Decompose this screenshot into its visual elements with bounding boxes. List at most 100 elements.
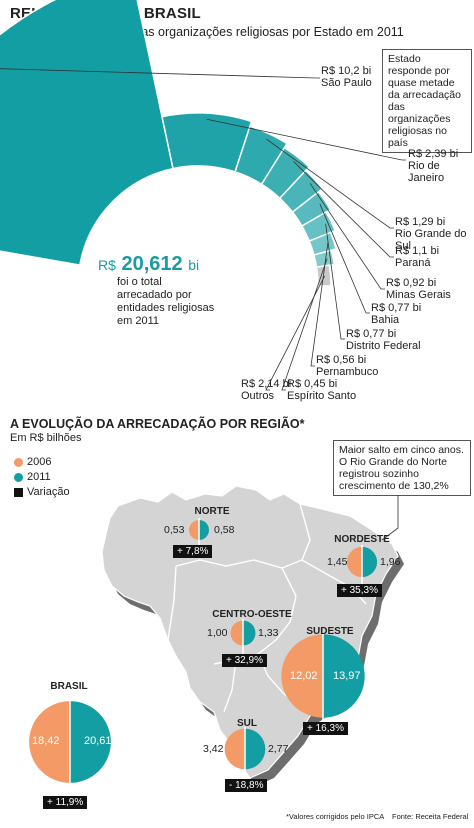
slice-label-outros: R$ 2,14 bi Outros [241, 378, 291, 402]
slice-value: R$ 0,77 bi [371, 302, 422, 314]
slice-label-rio-de-janeiro: R$ 2,39 bi Rio de Janeiro [408, 148, 474, 184]
slice-name: Paraná [395, 257, 431, 269]
total-value: R$ 20,612 bi [98, 253, 199, 276]
leader-line [293, 161, 394, 258]
region-annotation: Maior salto em cinco anos. O Rio Grande … [333, 440, 471, 496]
legend-2006: 2006 [14, 456, 51, 468]
legend-label: Variação [27, 486, 70, 498]
leader-line [266, 138, 394, 229]
slice-name: Minas Gerais [386, 289, 451, 301]
section2-subtitle: Em R$ bilhões [10, 432, 82, 444]
total-currency: R$ [98, 257, 116, 273]
slice-name: Bahia [371, 314, 400, 326]
region-name-nordeste: NORDESTE [334, 534, 390, 545]
total-number: 20,612 [121, 253, 183, 275]
pie-2006-centro-oeste [230, 620, 243, 646]
region-name-norte: NORTE [194, 506, 230, 517]
slice-value: R$ 0,92 bi [386, 277, 437, 289]
total-description: foi o total arrecadado por entidades rel… [117, 276, 215, 327]
total-unit: bi [188, 257, 200, 273]
slice-label-minas-gerais: R$ 0,92 bi Minas Gerais [386, 277, 451, 301]
slice-value: R$ 10,2 bi [321, 65, 372, 77]
sp-annotation: Estado responde por quase metade da arre… [382, 49, 472, 153]
region-name-sul: SUL [237, 718, 257, 729]
slice-name: São Paulo [321, 77, 372, 89]
pie-2011-centro-oeste [243, 620, 256, 646]
region-sudeste-2011: 13,97 [333, 670, 361, 682]
leader-line [281, 258, 328, 391]
leader-line [265, 275, 325, 391]
region-nordeste-2006: 1,45 [327, 556, 348, 568]
footer-source: Fonte: Receita Federal [392, 812, 469, 821]
legend-label: 2011 [27, 471, 51, 483]
slice-value: R$ 1,1 bi [395, 245, 440, 257]
slice-value: R$ 0,45 bi [287, 378, 338, 390]
slice-label-bahia: R$ 0,77 bi Bahia [371, 302, 421, 326]
slice-label-rio-grande-do-sul: R$ 1,29 bi Rio Grande do Sul [395, 216, 474, 252]
leader-line [319, 203, 370, 314]
pie-2006-nordeste [346, 546, 362, 578]
legend-2011: 2011 [14, 471, 51, 483]
slice-label-distrito-federal: R$ 0,77 bi Distrito Federal [346, 328, 421, 352]
legend-label: 2006 [27, 456, 52, 468]
pie-2006-brasil [29, 701, 71, 783]
slice-label-sao-paulo: R$ 10,2 bi São Paulo [321, 65, 372, 89]
pie-2011-nordeste [362, 546, 378, 578]
legend-swatch-2011 [14, 472, 23, 482]
fan-slice-s-o-paulo [0, 0, 174, 267]
slice-name: Distrito Federal [346, 340, 421, 352]
pie-2006-norte [189, 520, 199, 540]
region-sul-change: - 18,8% [225, 779, 268, 792]
region-centro-oeste-2006: 1,00 [207, 627, 228, 639]
slice-value: R$ 0,77 bi [346, 328, 397, 340]
region-sudeste-change: + 16,3% [303, 722, 348, 735]
leader-line [310, 242, 329, 367]
slice-value: R$ 0,56 bi [316, 354, 367, 366]
region-sudeste-2006: 12,02 [290, 670, 318, 682]
pie-2006-sudeste [281, 634, 323, 718]
section2-title: A EVOLUÇÃO DA ARRECADAÇÃO POR REGIÃO* [10, 417, 305, 431]
slice-label-espirito-santo: R$ 0,45 bi Espírito Santo [287, 378, 356, 402]
slice-name: Rio de Janeiro [408, 160, 445, 184]
region-nordeste-change: + 35,3% [337, 584, 382, 597]
fan-center [78, 166, 318, 406]
legend-variacao: Variação [14, 486, 70, 498]
region-centro-oeste-2011: 1,33 [258, 627, 279, 639]
region-name-centro-oeste: CENTRO-OESTE [212, 609, 292, 620]
slice-value: R$ 2,39 bi [408, 148, 459, 160]
footer-note: *Valores corrigidos pelo IPCA [286, 812, 385, 821]
slice-value: R$ 2,14 bi [241, 378, 292, 390]
region-brasil-2011: 20,61 [84, 735, 112, 747]
legend-swatch-2006 [14, 457, 23, 467]
region-name-sudeste: SUDESTE [306, 626, 354, 637]
region-sul-2006: 3,42 [203, 743, 224, 755]
leader-line [309, 183, 385, 290]
slice-label-pernambuco: R$ 0,56 bi Pernambuco [316, 354, 378, 378]
region-name-brasil: BRASIL [50, 681, 88, 692]
slice-name: Pernambuco [316, 366, 379, 378]
pie-2011-norte [199, 520, 209, 540]
pie-2006-sul [224, 728, 245, 770]
region-norte-2006: 0,53 [164, 524, 185, 536]
region-brasil-2006: 18,42 [32, 735, 60, 747]
pie-2011-sudeste [323, 634, 365, 718]
leader-line [206, 118, 406, 161]
slice-value: R$ 1,29 bi [395, 216, 446, 228]
region-sul-2011: 2,77 [268, 743, 289, 755]
pie-2011-brasil [70, 701, 111, 783]
region-norte-change: + 7,8% [173, 545, 213, 558]
leader-line [325, 223, 345, 340]
leader-line [0, 68, 320, 79]
region-centro-oeste-change: + 32,9% [222, 654, 267, 667]
slice-name: Rio Grande do Sul [395, 228, 467, 252]
region-norte-2011: 0,58 [214, 524, 235, 536]
slice-name: Outros [241, 390, 275, 402]
pie-2011-sul [245, 728, 266, 770]
slice-name: Espírito Santo [287, 390, 357, 402]
region-nordeste-2011: 1,96 [380, 556, 401, 568]
region-brasil-change: + 11,9% [43, 796, 88, 809]
legend-swatch-variacao [14, 487, 23, 497]
